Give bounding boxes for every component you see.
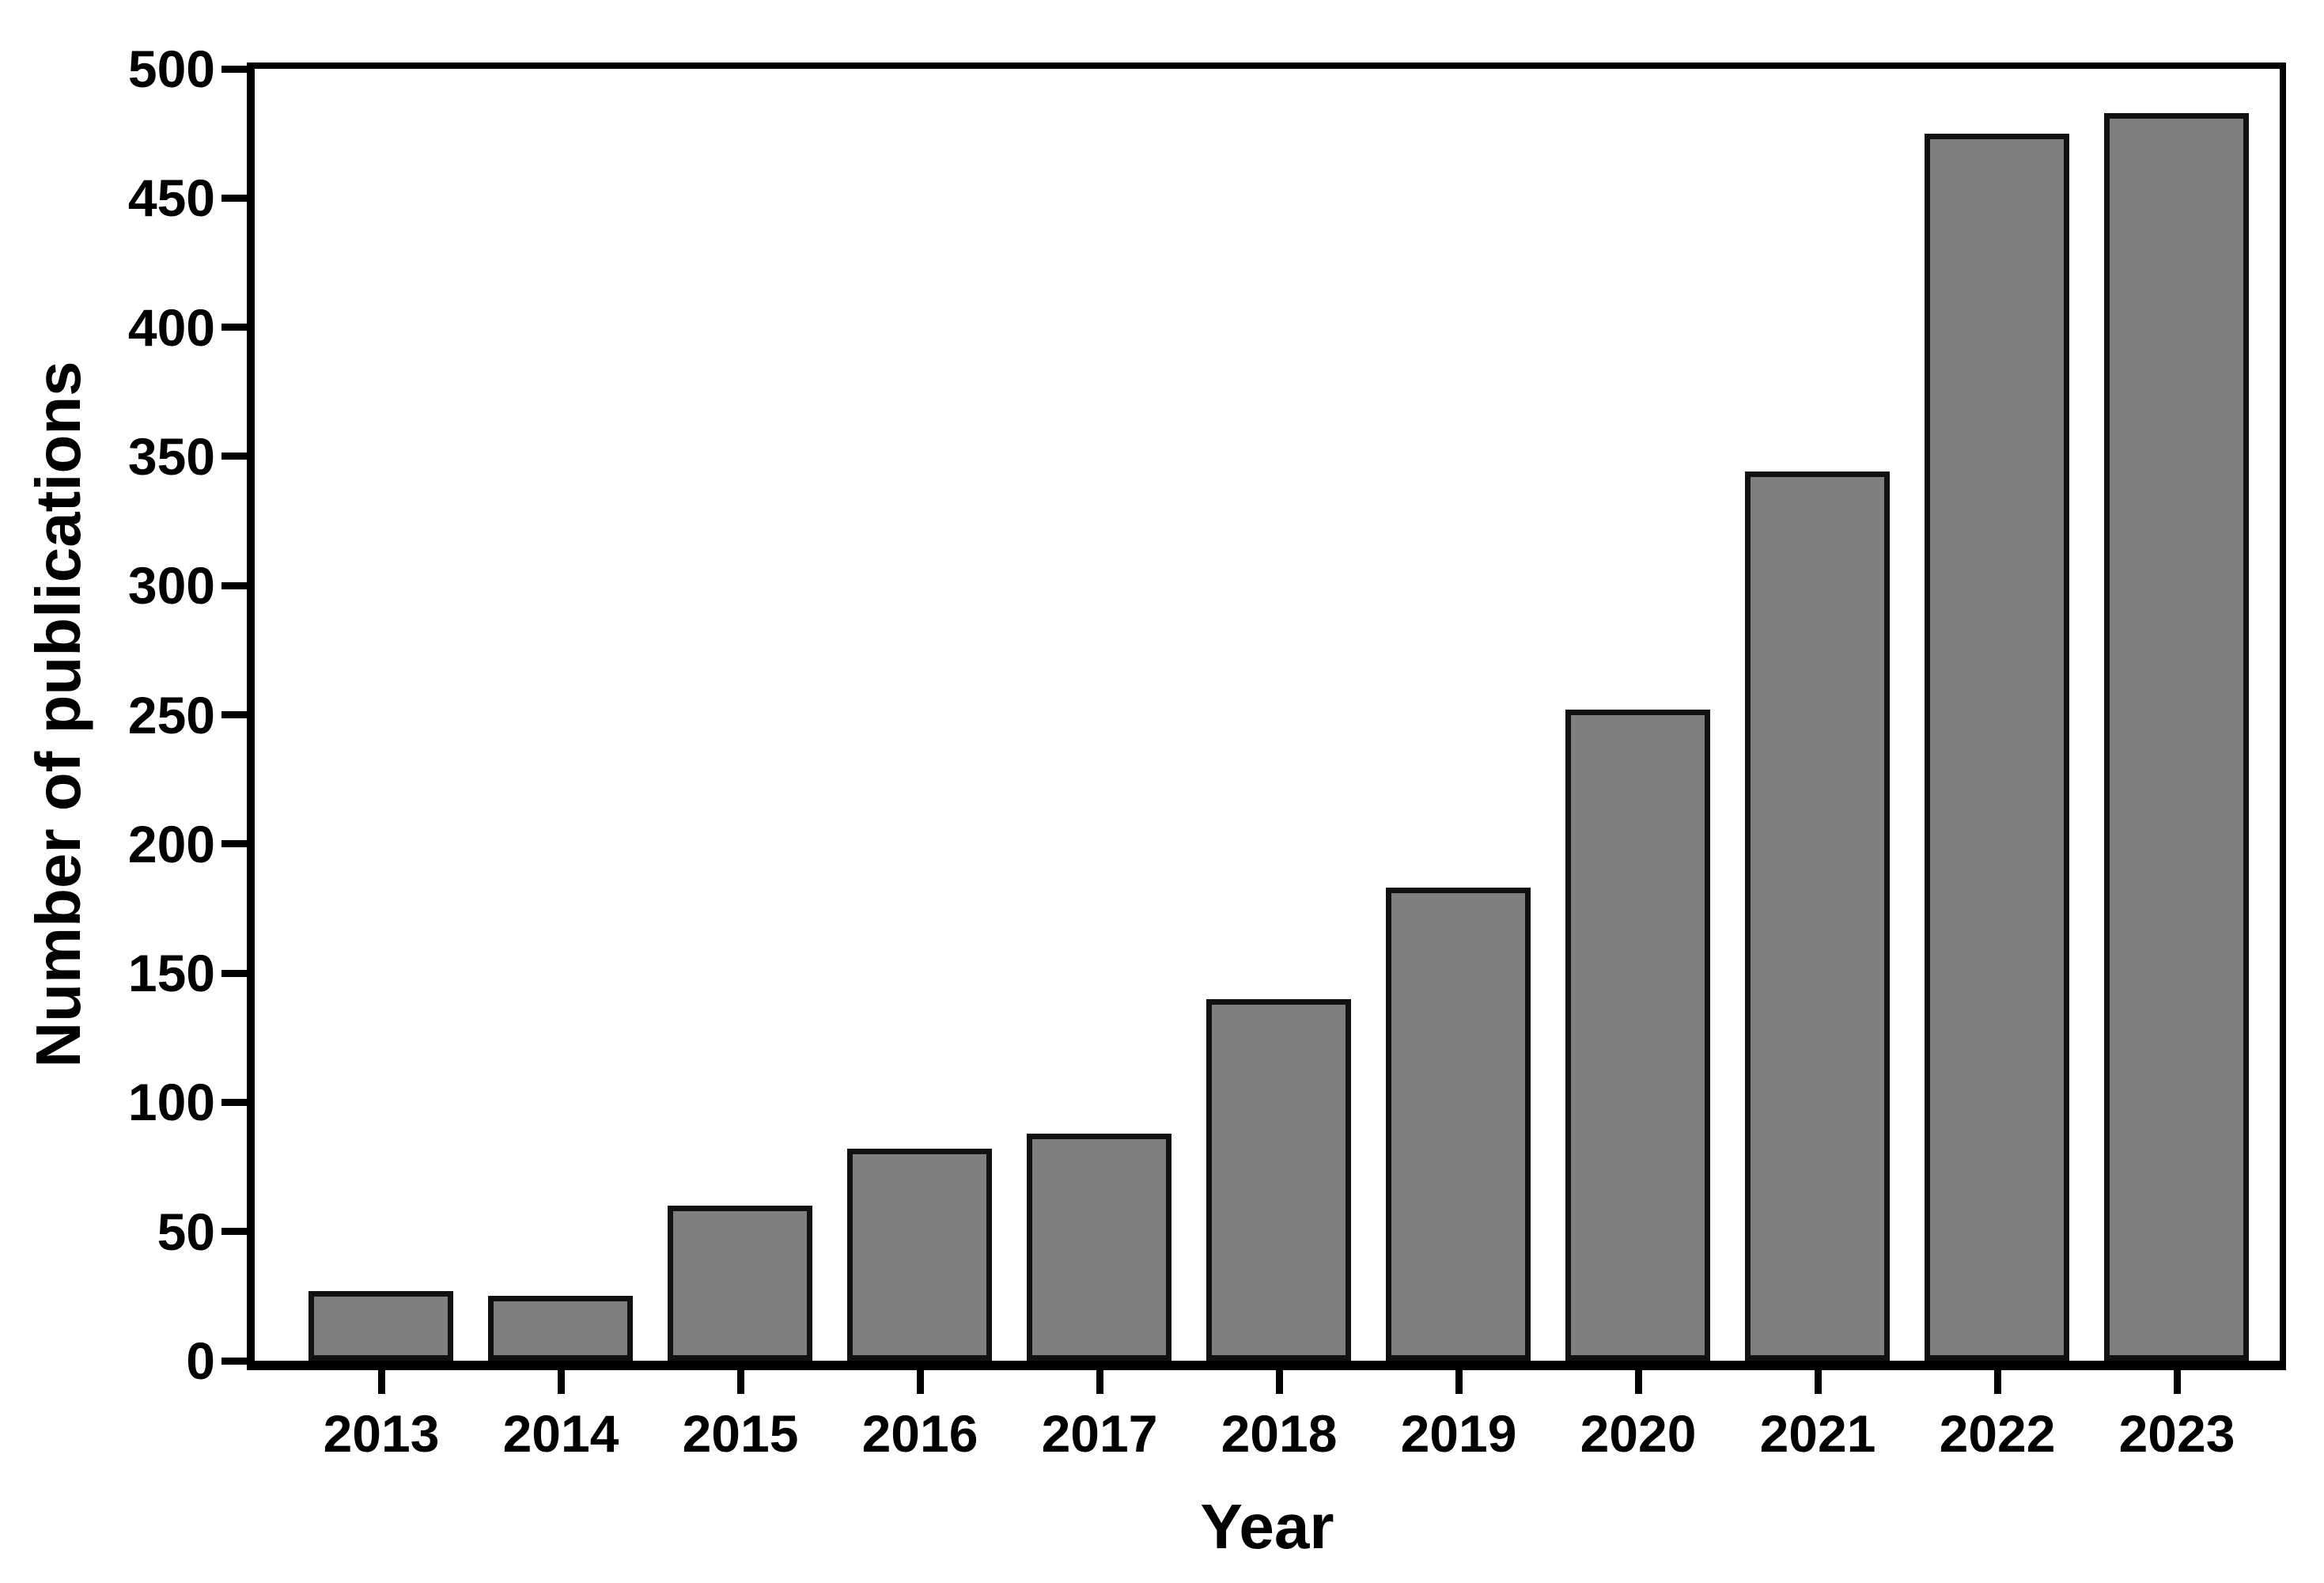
bar-2021 [1745, 471, 1890, 1361]
y-axis-tick [221, 324, 247, 331]
x-axis-tick-label: 2021 [1759, 1404, 1876, 1463]
y-axis-tick [221, 840, 247, 848]
y-axis-tick-label: 350 [127, 426, 215, 486]
bar-2015 [668, 1206, 812, 1361]
x-axis-tick-label: 2023 [2118, 1404, 2235, 1463]
x-axis-tick-label: 2020 [1580, 1404, 1697, 1463]
y-axis-tick [221, 194, 247, 202]
x-axis-tick [1096, 1370, 1103, 1394]
y-axis-tick-label: 100 [127, 1073, 215, 1132]
x-axis-tick [2173, 1370, 2181, 1394]
bar-2019 [1386, 888, 1531, 1361]
y-axis-tick-label: 200 [127, 814, 215, 873]
y-axis-tick [221, 1098, 247, 1106]
y-axis-tick [221, 1228, 247, 1236]
y-axis-tick [221, 581, 247, 589]
y-axis-tick-label: 500 [127, 40, 215, 98]
y-axis-tick-label: 0 [186, 1331, 215, 1390]
x-axis-tick [736, 1370, 744, 1394]
x-axis-title: Year [1200, 1491, 1334, 1562]
bar-2022 [1925, 134, 2069, 1361]
y-axis-tick-label: 300 [127, 556, 215, 615]
y-axis-tick [221, 1357, 247, 1365]
y-axis-tick-label: 250 [127, 685, 215, 744]
y-axis-tick [221, 711, 247, 718]
y-axis-tick [221, 969, 247, 977]
y-axis-tick [221, 453, 247, 460]
x-axis-tick-label: 2019 [1400, 1404, 1517, 1463]
x-axis-tick-label: 2015 [682, 1404, 799, 1463]
bar-2023 [2104, 113, 2249, 1361]
y-axis-tick-label: 450 [127, 169, 215, 228]
bar-2017 [1027, 1134, 1171, 1361]
bar-2018 [1206, 999, 1351, 1361]
x-axis-tick [377, 1370, 385, 1394]
bar-2016 [847, 1149, 992, 1361]
bar-2014 [488, 1296, 633, 1361]
x-axis-tick [916, 1370, 924, 1394]
plot-frame [247, 62, 2286, 1370]
x-axis-tick [1814, 1370, 1822, 1394]
y-axis-tick-label: 400 [127, 297, 215, 357]
x-axis-tick-label: 2016 [861, 1404, 978, 1463]
y-axis-tick [221, 65, 247, 73]
bar-2013 [308, 1291, 453, 1361]
x-axis-tick-label: 2018 [1221, 1404, 1338, 1463]
x-axis-tick-label: 2013 [323, 1404, 440, 1463]
y-axis-tick-label: 150 [127, 944, 215, 1003]
x-axis-tick-label: 2014 [502, 1404, 619, 1463]
x-axis-tick-label: 2017 [1041, 1404, 1158, 1463]
x-axis-tick-label: 2022 [1939, 1404, 2056, 1463]
bar-2020 [1565, 710, 1710, 1361]
x-axis-tick [1993, 1370, 2001, 1394]
y-axis-tick-label: 50 [157, 1202, 215, 1261]
x-axis-tick [1634, 1370, 1642, 1394]
x-axis-tick [1455, 1370, 1463, 1394]
x-axis-tick [1275, 1370, 1283, 1394]
x-axis-tick [557, 1370, 565, 1394]
